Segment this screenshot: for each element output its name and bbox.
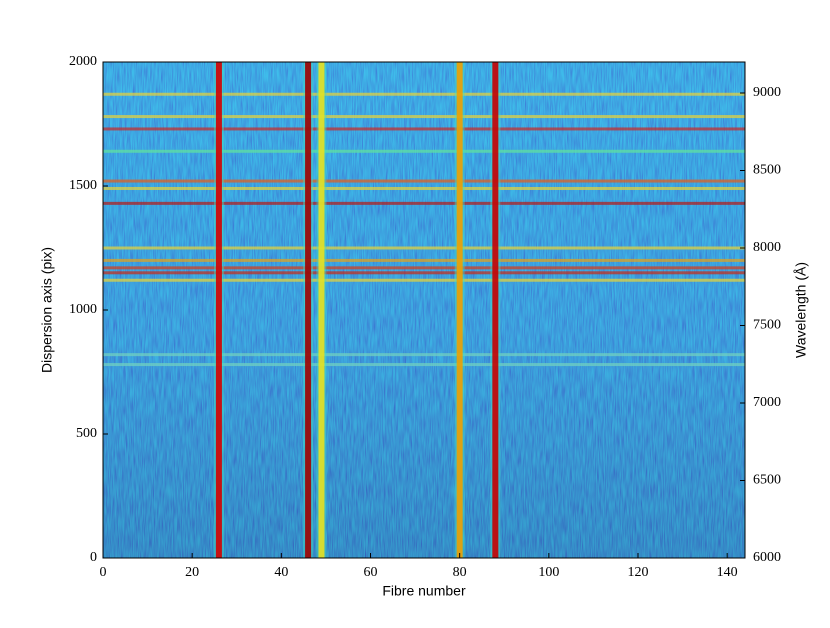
sky-line xyxy=(103,266,745,270)
sky-line xyxy=(103,149,745,153)
sky-line xyxy=(103,271,745,275)
heatmap-texture xyxy=(103,62,745,558)
y-tick-label: 1500 xyxy=(69,178,97,193)
fibre-column xyxy=(318,62,325,558)
sky-line xyxy=(103,201,745,205)
fibre-column xyxy=(305,62,312,558)
y-tick-label: 0 xyxy=(90,550,97,565)
fibre-column xyxy=(215,62,222,558)
y2-tick-label: 7500 xyxy=(753,318,781,333)
sky-line xyxy=(103,278,745,282)
y-tick-label: 500 xyxy=(76,426,97,441)
x-tick-label: 80 xyxy=(453,565,467,580)
y2-tick-label: 8500 xyxy=(753,163,781,178)
sky-line xyxy=(103,353,745,357)
y-tick-label: 1000 xyxy=(69,302,97,317)
x-tick-label: 0 xyxy=(100,565,107,580)
x-tick-label: 60 xyxy=(364,565,378,580)
y-axis-label: Dispersion axis (pix) xyxy=(39,247,55,373)
y2-tick-label: 8000 xyxy=(753,240,781,255)
y2-axis-label: Wavelength (Å) xyxy=(793,262,809,358)
sky-line xyxy=(103,127,745,131)
sky-line xyxy=(103,246,745,250)
y2-tick-label: 6500 xyxy=(753,473,781,488)
sky-line xyxy=(103,115,745,119)
x-tick-label: 20 xyxy=(185,565,199,580)
y2-tick-label: 6000 xyxy=(753,550,781,565)
sky-line xyxy=(103,258,745,262)
x-tick-label: 120 xyxy=(628,565,649,580)
x-tick-label: 40 xyxy=(274,565,288,580)
fibre-column xyxy=(492,62,499,558)
x-tick-label: 100 xyxy=(538,565,559,580)
fibre-column xyxy=(456,62,463,558)
y2-tick-label: 9000 xyxy=(753,85,781,100)
sky-line xyxy=(103,186,745,190)
sky-line xyxy=(103,92,745,96)
y2-tick-label: 7000 xyxy=(753,395,781,410)
x-axis-label: Fibre number xyxy=(382,583,466,599)
x-tick-label: 140 xyxy=(717,565,738,580)
sky-line xyxy=(103,179,745,183)
sky-line xyxy=(103,363,745,367)
y-tick-label: 2000 xyxy=(69,54,97,69)
